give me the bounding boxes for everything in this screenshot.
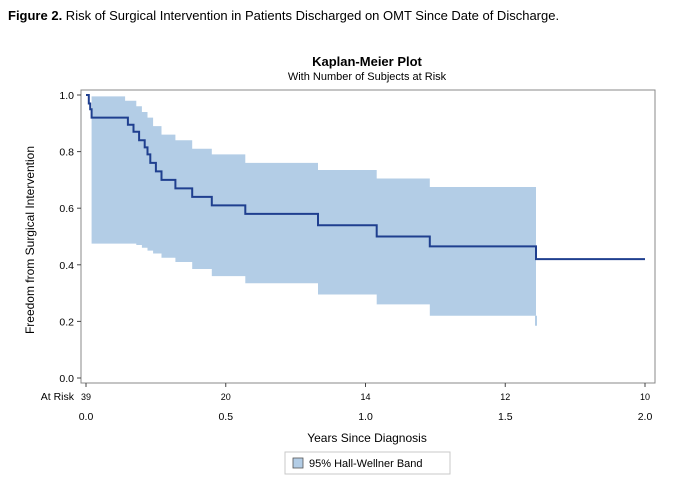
at-risk-label: At Risk bbox=[41, 391, 75, 403]
y-tick-label: 0.0 bbox=[59, 373, 74, 385]
km-survival-line bbox=[86, 94, 645, 261]
x-tick-label: 0.5 bbox=[218, 411, 233, 423]
x-tick-label: 2.0 bbox=[638, 411, 653, 423]
y-tick-label: 0.2 bbox=[59, 316, 74, 328]
y-tick-label: 0.6 bbox=[59, 203, 74, 215]
at-risk-count: 14 bbox=[360, 392, 370, 402]
figure-caption: Figure 2. Risk of Surgical Intervention … bbox=[8, 8, 559, 23]
at-risk-count: 39 bbox=[81, 392, 91, 402]
y-axis-label: Freedom from Surgical Intervention bbox=[23, 146, 37, 334]
plot-frame bbox=[80, 89, 656, 384]
x-axis-label: Years Since Diagnosis bbox=[307, 431, 427, 445]
y-tick-label: 1.0 bbox=[59, 90, 74, 102]
x-tick-label: 0.0 bbox=[79, 411, 94, 423]
figure-caption-label: Figure 2. bbox=[8, 8, 63, 23]
at-risk-count: 12 bbox=[500, 392, 510, 402]
at-risk-count: 20 bbox=[221, 392, 231, 402]
legend-swatch bbox=[292, 457, 304, 469]
confidence-band bbox=[91, 96, 536, 316]
y-tick-label: 0.4 bbox=[59, 260, 74, 272]
at-risk-count: 10 bbox=[640, 392, 650, 402]
y-tick-label: 0.8 bbox=[59, 147, 74, 159]
legend: 95% Hall-Wellner Band bbox=[284, 451, 451, 475]
legend-label: 95% Hall-Wellner Band bbox=[309, 458, 423, 470]
chart-title: Kaplan-Meier Plot bbox=[312, 54, 422, 69]
figure-caption-text: Risk of Surgical Intervention in Patient… bbox=[62, 8, 560, 23]
chart-subtitle: With Number of Subjects at Risk bbox=[288, 71, 447, 83]
legend-frame bbox=[284, 451, 451, 475]
x-tick-label: 1.0 bbox=[358, 411, 373, 423]
x-tick-label: 1.5 bbox=[498, 411, 513, 423]
